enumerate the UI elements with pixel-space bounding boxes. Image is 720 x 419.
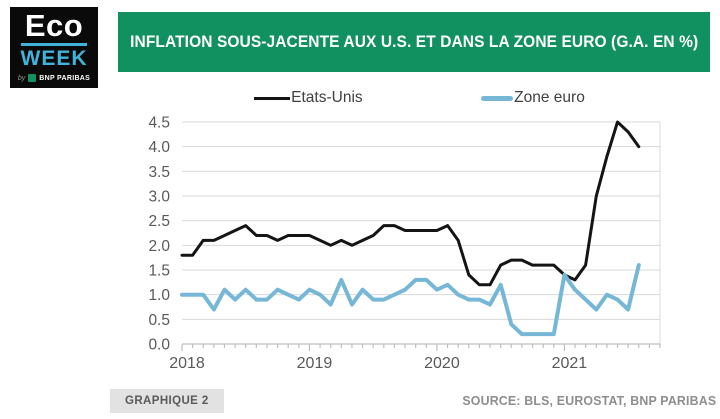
- svg-text:2.5: 2.5: [148, 213, 170, 230]
- logo-divider: [21, 43, 87, 46]
- svg-text:1.0: 1.0: [148, 287, 170, 304]
- logo-brand-text: BNP PARIBAS: [39, 74, 91, 82]
- svg-text:0.5: 0.5: [148, 312, 170, 329]
- logo-week-text: WEEK: [20, 47, 88, 70]
- logo-byline: by BNP PARIBAS: [18, 74, 90, 82]
- svg-text:2019: 2019: [297, 355, 333, 372]
- source-attribution: SOURCE: BLS, EUROSTAT, BNP PARIBAS: [462, 393, 716, 408]
- svg-text:1.5: 1.5: [148, 263, 170, 280]
- legend-label-etats-unis: Etats-Unis: [290, 89, 363, 106]
- legend-swatch-etats-unis: [253, 96, 290, 100]
- logo-eco-text: Eco: [24, 8, 84, 43]
- logo-by-text: by: [17, 74, 26, 82]
- chart-legend: Etats-Unis Zone euro: [180, 88, 660, 108]
- figure-number-badge: GRAPHIQUE 2: [110, 389, 224, 413]
- svg-text:0.0: 0.0: [148, 337, 170, 354]
- bnp-paribas-mark-icon: [28, 74, 37, 82]
- legend-label-zone-euro: Zone euro: [514, 89, 586, 106]
- svg-text:4.5: 4.5: [148, 115, 170, 132]
- svg-text:2018: 2018: [169, 355, 205, 372]
- legend-item-etats-unis: Etats-Unis: [253, 89, 364, 107]
- svg-text:3.5: 3.5: [148, 164, 170, 181]
- ecoweek-logo: Eco WEEK by BNP PARIBAS: [10, 7, 98, 88]
- chart-title: INFLATION SOUS-JACENTE AUX U.S. ET DANS …: [129, 32, 699, 51]
- svg-text:2021: 2021: [552, 355, 588, 372]
- svg-text:3.0: 3.0: [148, 189, 170, 206]
- svg-text:2.0: 2.0: [148, 238, 170, 255]
- legend-item-zone-euro: Zone euro: [481, 89, 586, 107]
- chart-title-banner: INFLATION SOUS-JACENTE AUX U.S. ET DANS …: [118, 12, 710, 72]
- legend-swatch-zone-euro: [481, 95, 514, 101]
- svg-text:2020: 2020: [424, 355, 460, 372]
- svg-text:4.0: 4.0: [148, 139, 170, 156]
